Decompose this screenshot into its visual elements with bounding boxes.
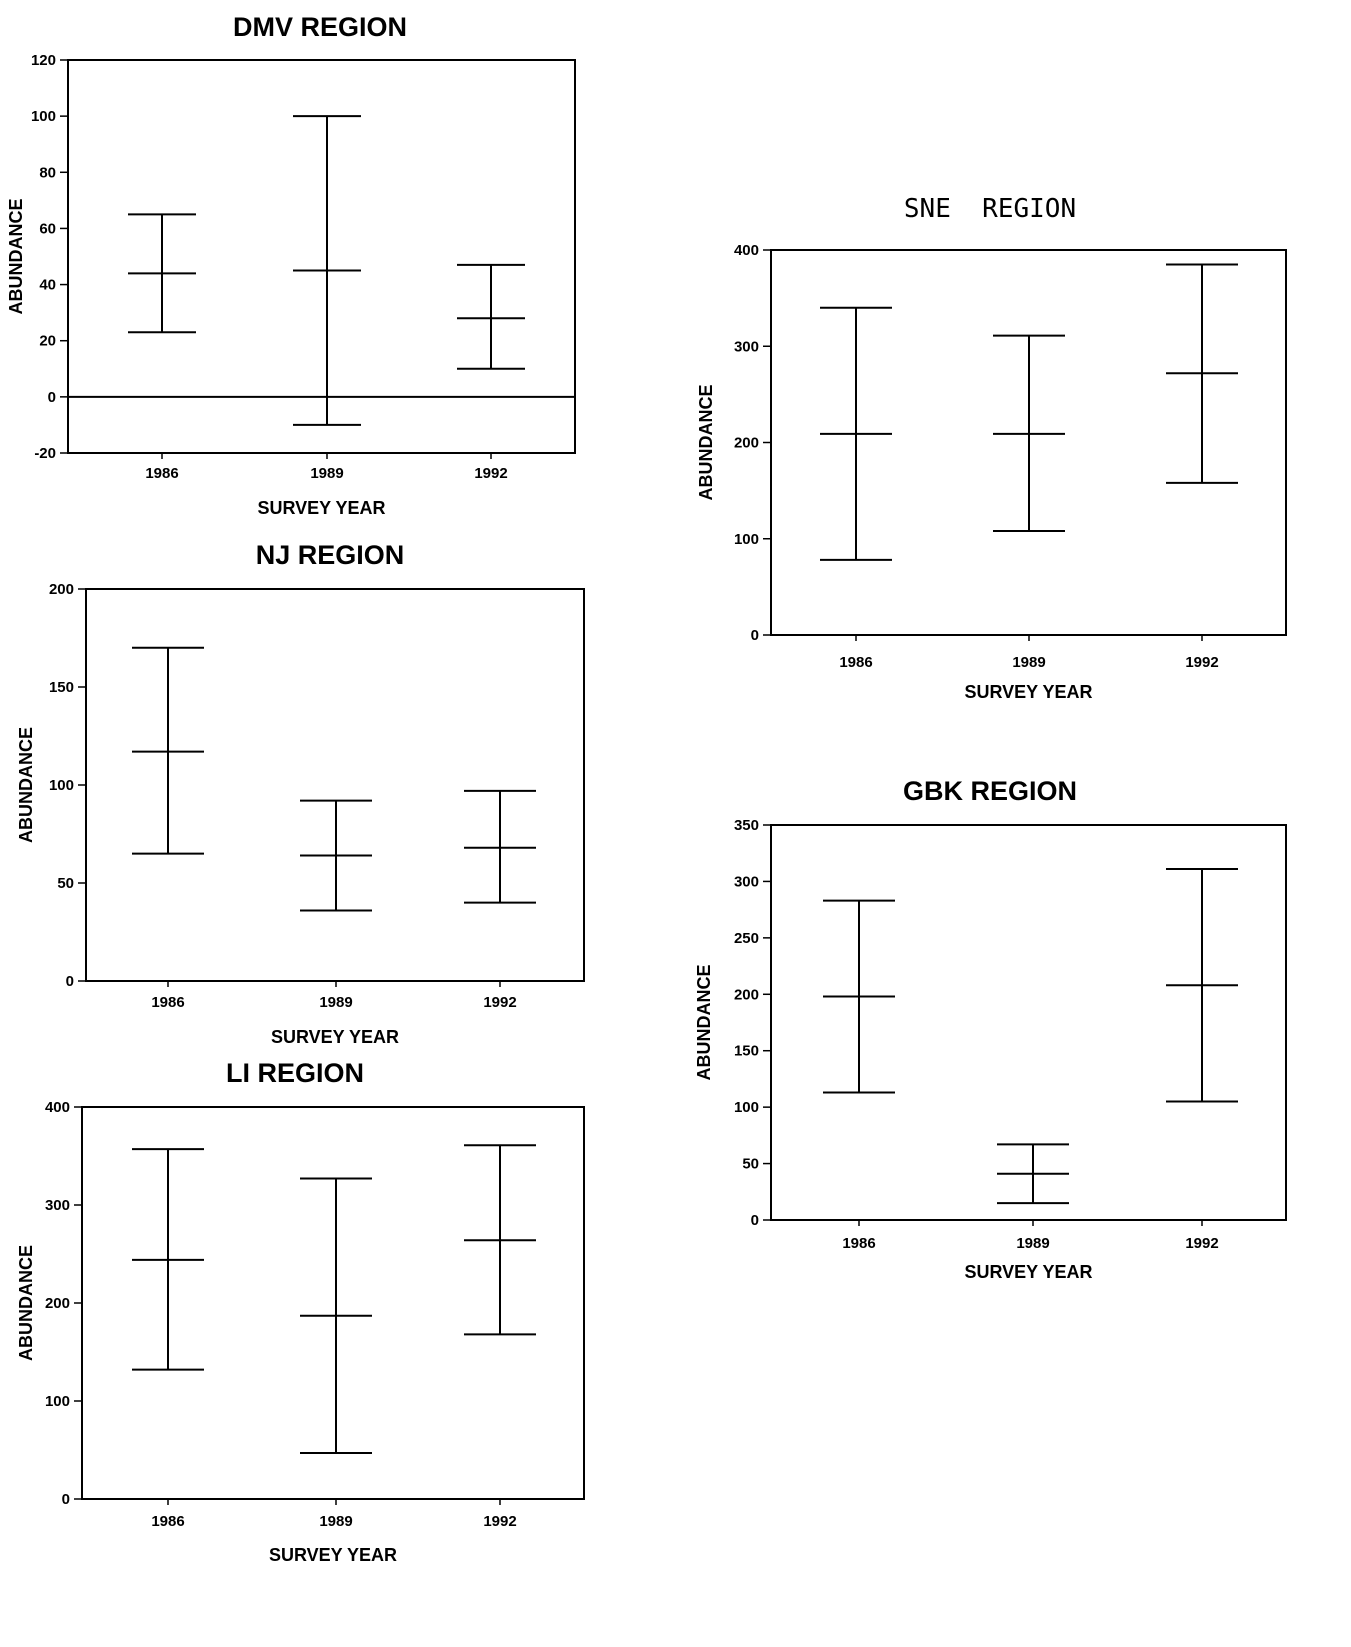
chart-dmv: DMV REGION -20 0 20 40 60 80 100 120 1986 1989 199… (0, 0, 640, 540)
y-tick-label: 200 (734, 435, 759, 452)
y-tick-label: 400 (45, 1099, 70, 1116)
y-tick-label: 100 (45, 1393, 70, 1410)
plot-frame (67, 59, 576, 454)
y-tick-label: 60 (39, 220, 56, 237)
y-tick-label: 300 (734, 338, 759, 355)
x-axis-label: SURVEY YEAR (964, 1262, 1092, 1282)
plot-frame (770, 824, 1287, 1221)
chart-title: LI REGION (225, 1058, 364, 1088)
y-tick-label: 80 (39, 164, 56, 181)
y-tick-label: 300 (45, 1197, 70, 1214)
x-tick-label: 1992 (483, 1513, 516, 1530)
x-tick-label: 1986 (842, 1235, 875, 1252)
x-tick-label: 1989 (319, 994, 352, 1011)
chart-gbk-plot: 0 50 100 150 200 250 300 350 1986 1989 1992 SURVEY … (694, 817, 1287, 1282)
y-tick-label: 350 (734, 817, 759, 834)
chart-nj-plot: 0 50 100 150 200 1986 1989 1992 SURVEY YEAR ABUND… (16, 581, 585, 1047)
x-tick-label: 1986 (145, 465, 178, 482)
y-tick-label: 100 (734, 1099, 759, 1116)
y-tick-label: 50 (742, 1156, 759, 1173)
x-axis-label: SURVEY YEAR (271, 1027, 399, 1047)
y-tick-label: 300 (734, 873, 759, 890)
x-tick-label: 1992 (1185, 1235, 1218, 1252)
x-axis-label: SURVEY YEAR (964, 682, 1092, 702)
x-axis-label: SURVEY YEAR (269, 1545, 397, 1565)
chart-li-plot: 0 100 200 300 400 1986 1989 1992 SURVEY YEAR ABUN… (16, 1099, 585, 1565)
x-tick-label: 1989 (319, 1513, 352, 1530)
x-tick-label: 1992 (1185, 654, 1218, 671)
y-tick-label: 50 (57, 875, 74, 892)
x-tick-label: 1986 (151, 1513, 184, 1530)
chart-sne: SNE REGION 0 100 200 300 400 1986 1989 1992 SURV… (660, 180, 1351, 720)
y-tick-label: 100 (49, 777, 74, 794)
y-tick-label: 0 (62, 1491, 70, 1508)
chart-dmv-plot: -20 0 20 40 60 80 100 120 1986 1989 1992 SURVEY YEA… (6, 52, 576, 518)
y-tick-label: 0 (751, 1212, 759, 1229)
y-tick-label: 120 (31, 52, 56, 69)
chart-gbk: GBK REGION 0 50 100 150 200 250 300 350 1986 1989… (660, 770, 1351, 1310)
y-tick-label: 100 (31, 108, 56, 125)
x-tick-label: 1992 (474, 465, 507, 482)
chart-title: NJ REGION (255, 540, 405, 570)
y-tick-label: 150 (734, 1043, 759, 1060)
y-tick-label: 200 (49, 581, 74, 598)
y-tick-label: 250 (734, 930, 759, 947)
chart-nj: NJ REGION 0 50 100 150 200 1986 1989 1992 SURVEY… (0, 540, 640, 1060)
x-axis-label: SURVEY YEAR (257, 498, 385, 518)
y-tick-label: 0 (66, 973, 74, 990)
y-tick-label: 150 (49, 679, 74, 696)
x-tick-label: 1986 (839, 654, 872, 671)
y-axis-label: ABUNDANCE (694, 965, 714, 1081)
x-tick-label: 1989 (1012, 654, 1045, 671)
y-tick-label: 200 (45, 1295, 70, 1312)
y-tick-label: 0 (751, 627, 759, 644)
x-tick-label: 1989 (1016, 1235, 1049, 1252)
y-axis-label: ABUNDANCE (16, 727, 36, 843)
plot-frame (81, 1106, 585, 1500)
y-tick-label: 100 (734, 531, 759, 548)
x-tick-label: 1989 (310, 465, 343, 482)
chart-title: DMV REGION (232, 12, 407, 42)
y-axis-label: ABUNDANCE (16, 1245, 36, 1361)
chart-title: GBK REGION (902, 776, 1077, 806)
y-axis-label: ABUNDANCE (696, 385, 716, 501)
x-tick-label: 1992 (483, 994, 516, 1011)
y-tick-label: 40 (39, 277, 56, 294)
y-tick-label: 0 (48, 389, 56, 406)
x-tick-label: 1986 (151, 994, 184, 1011)
chart-title: SNE REGION (903, 194, 1077, 224)
y-tick-label: 400 (734, 242, 759, 259)
y-tick-label: 200 (734, 986, 759, 1003)
y-tick-label: 20 (39, 333, 56, 350)
chart-sne-plot: 0 100 200 300 400 1986 1989 1992 SURVEY YEAR ABUN… (696, 242, 1287, 702)
chart-li: LI REGION 0 100 200 300 400 1986 1989 1992 SURVE… (0, 1058, 640, 1647)
y-axis-label: ABUNDANCE (6, 199, 26, 315)
y-tick-label: -20 (34, 445, 56, 462)
